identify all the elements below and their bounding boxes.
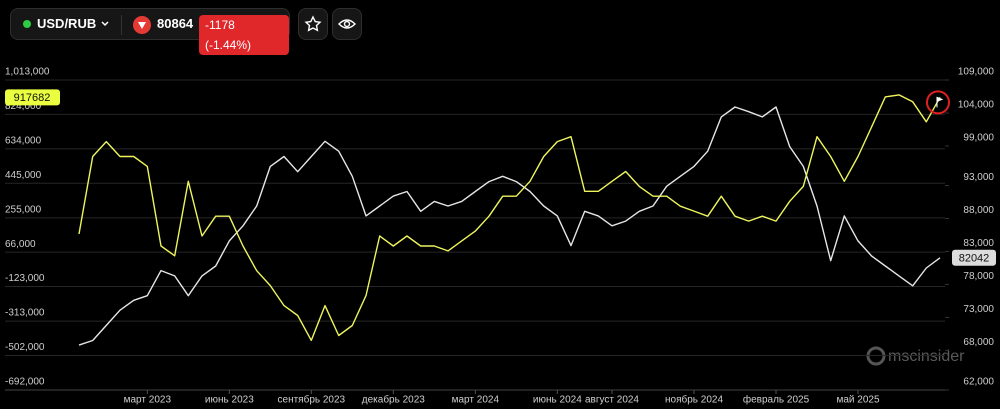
price: 80864 xyxy=(157,16,194,31)
y-tick-label: 634,000 xyxy=(5,136,42,147)
last-value-tag xyxy=(952,249,996,266)
series-line xyxy=(78,94,941,342)
watch-button[interactable] xyxy=(332,8,362,40)
last-value-tag xyxy=(5,89,60,106)
last-value-label: 917682 xyxy=(14,92,51,104)
y2-tick-label: 99,000 xyxy=(963,133,994,144)
y-tick-label: 1,013,000 xyxy=(5,67,50,78)
ticker-bar[interactable]: USD/RUB 80864 -1178 (-1.44%) xyxy=(10,8,290,55)
y2-tick-label: 93,000 xyxy=(963,172,994,183)
y2-tick-label: 62,000 xyxy=(963,377,994,388)
y2-tick-label: 109,000 xyxy=(958,67,995,78)
flag-icon xyxy=(936,96,944,108)
separator xyxy=(121,15,122,35)
change-badge: -1178 (-1.44%) xyxy=(199,15,289,55)
y-tick-label: 824,000 xyxy=(5,101,42,112)
x-tick-label: февраль 2025 xyxy=(743,394,810,406)
x-tick-label: декабрь 2023 xyxy=(362,394,426,406)
y2-tick-label: 73,000 xyxy=(963,304,994,315)
y-tick-label: 255,000 xyxy=(5,204,42,215)
dropdown-chevron[interactable] xyxy=(101,20,109,28)
favorite-button[interactable] xyxy=(298,8,328,40)
x-tick-label: май 2025 xyxy=(836,395,879,406)
symbol[interactable]: USD/RUB xyxy=(37,16,97,31)
y-tick-label: -692,000 xyxy=(5,377,45,388)
y-tick-label: -313,000 xyxy=(5,308,45,319)
watermark-text: mscinsider xyxy=(888,348,965,365)
x-tick-label: март 2023 xyxy=(124,395,172,406)
status-dot xyxy=(23,20,31,28)
y2-tick-label: 68,000 xyxy=(963,337,994,348)
down-icon xyxy=(133,16,151,34)
y2-tick-label: 88,000 xyxy=(963,205,994,216)
x-tick-label: август 2024 xyxy=(585,395,639,406)
last-value-label: 82042 xyxy=(959,253,990,265)
series-line xyxy=(78,106,941,346)
x-tick-label: ноябрь 2024 xyxy=(665,394,723,406)
x-tick-label: март 2024 xyxy=(452,395,500,406)
star-icon xyxy=(304,15,322,32)
y2-tick-label: 104,000 xyxy=(958,100,995,111)
y-tick-label: 445,000 xyxy=(5,170,42,181)
y-tick-label: -123,000 xyxy=(5,273,45,284)
highlight-ring xyxy=(926,90,950,115)
watermark-logo xyxy=(866,346,886,366)
y2-tick-label: 78,000 xyxy=(963,271,994,282)
y2-tick-label: 83,000 xyxy=(963,238,994,249)
x-tick-label: июнь 2024 xyxy=(533,395,582,406)
x-tick-label: сентябрь 2023 xyxy=(278,394,346,406)
y-tick-label: -502,000 xyxy=(5,342,45,353)
y-tick-label: 66,000 xyxy=(5,239,36,250)
x-tick-label: июнь 2023 xyxy=(205,395,254,406)
watermark: mscinsider xyxy=(866,346,965,366)
eye-icon xyxy=(338,19,356,29)
